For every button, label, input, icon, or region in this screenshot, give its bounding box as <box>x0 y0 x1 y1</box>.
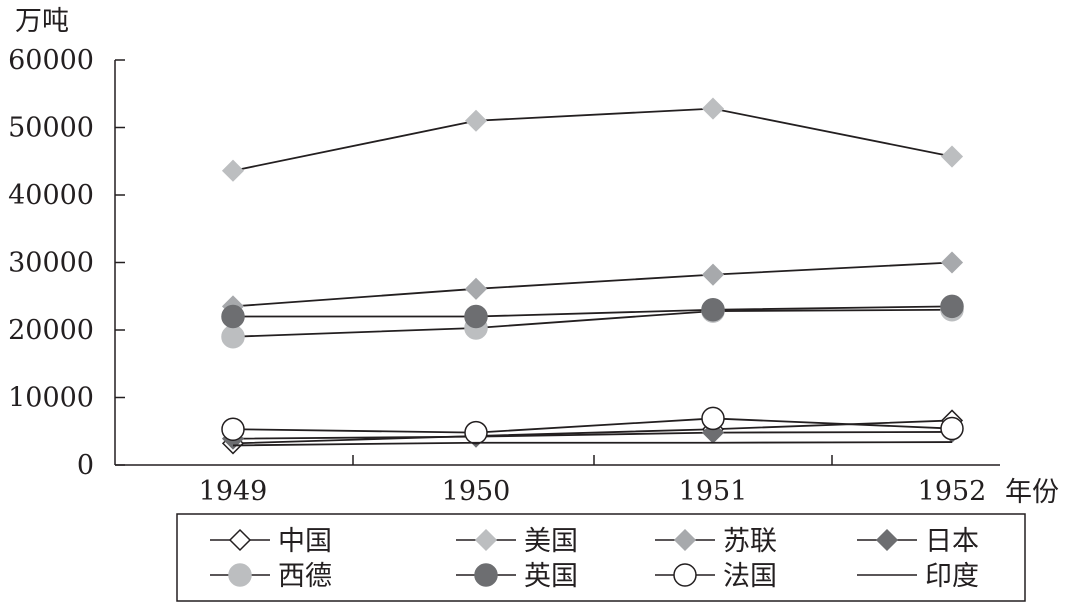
y-tick-label: 40000 <box>8 180 94 211</box>
y-axis-unit-label: 万吨 <box>15 6 69 37</box>
series-line <box>232 308 953 338</box>
x-tick-label: 1950 <box>442 476 511 507</box>
x-tick-label: 1951 <box>679 476 748 507</box>
x-tick-label: 1952 <box>918 476 987 507</box>
series-line <box>233 305 953 318</box>
data-point <box>221 304 245 329</box>
legend-item: 苏联 <box>655 526 777 557</box>
series-line <box>232 261 953 308</box>
legend-label: 日本 <box>925 526 979 557</box>
y-tick-label: 10000 <box>8 383 94 414</box>
series-line <box>232 431 953 440</box>
data-point <box>701 298 725 322</box>
legend-box <box>176 513 1026 602</box>
y-tick-label: 30000 <box>8 248 94 279</box>
legend-item: 美国 <box>456 526 578 557</box>
data-point <box>464 109 488 132</box>
data-point <box>701 406 725 431</box>
legend-marker <box>673 563 697 587</box>
series-line <box>232 441 953 447</box>
data-point <box>464 420 488 445</box>
series-line <box>232 419 953 445</box>
series-西德 <box>221 298 964 349</box>
y-tick-label: 60000 <box>8 45 94 76</box>
series-美国 <box>221 97 964 182</box>
legend-label: 印度 <box>925 561 979 592</box>
y-tick-label: 50000 <box>8 113 94 144</box>
legend-marker <box>228 563 252 587</box>
x-axis-unit-label: 年份 <box>1005 477 1059 508</box>
legend-item: 印度 <box>857 561 979 592</box>
legend-label: 美国 <box>524 526 578 557</box>
legend-label: 英国 <box>524 561 578 592</box>
legend-item: 日本 <box>857 526 979 557</box>
series-line <box>232 107 953 172</box>
legend-label: 西德 <box>278 561 332 592</box>
y-tick-label: 20000 <box>8 315 94 346</box>
data-point <box>221 159 245 182</box>
data-point <box>940 145 964 168</box>
legend-item: 西德 <box>210 561 332 592</box>
series-法国 <box>221 406 964 445</box>
data-point <box>701 263 725 286</box>
data-point <box>464 277 488 300</box>
legend-marker <box>875 528 899 552</box>
data-point <box>464 304 488 329</box>
data-point <box>940 251 964 274</box>
data-point <box>221 417 245 441</box>
legend-marker <box>474 563 498 587</box>
legend-label: 苏联 <box>723 526 777 557</box>
legend-marker <box>474 528 498 552</box>
x-tick-label: 1949 <box>199 476 268 507</box>
data-point <box>940 294 964 319</box>
legend-item: 英国 <box>456 561 578 592</box>
series-印度 <box>232 441 953 447</box>
legend-item: 中国 <box>210 526 332 557</box>
axes: 0 10000 20000 30000 40000 50000 60000 1949 1950 1… <box>8 45 1000 507</box>
series-layer <box>221 97 964 455</box>
series-英国 <box>221 294 964 329</box>
legend-item: 法国 <box>655 561 777 592</box>
series-苏联 <box>221 251 964 318</box>
y-tick-label: 0 <box>77 450 94 481</box>
series-line <box>232 417 953 434</box>
data-point <box>701 97 725 120</box>
legend-label: 中国 <box>278 526 332 557</box>
data-point <box>940 416 964 441</box>
legend-marker <box>673 528 697 552</box>
legend-label: 法国 <box>723 561 777 592</box>
data-point <box>221 325 245 349</box>
legend-marker <box>228 528 252 552</box>
